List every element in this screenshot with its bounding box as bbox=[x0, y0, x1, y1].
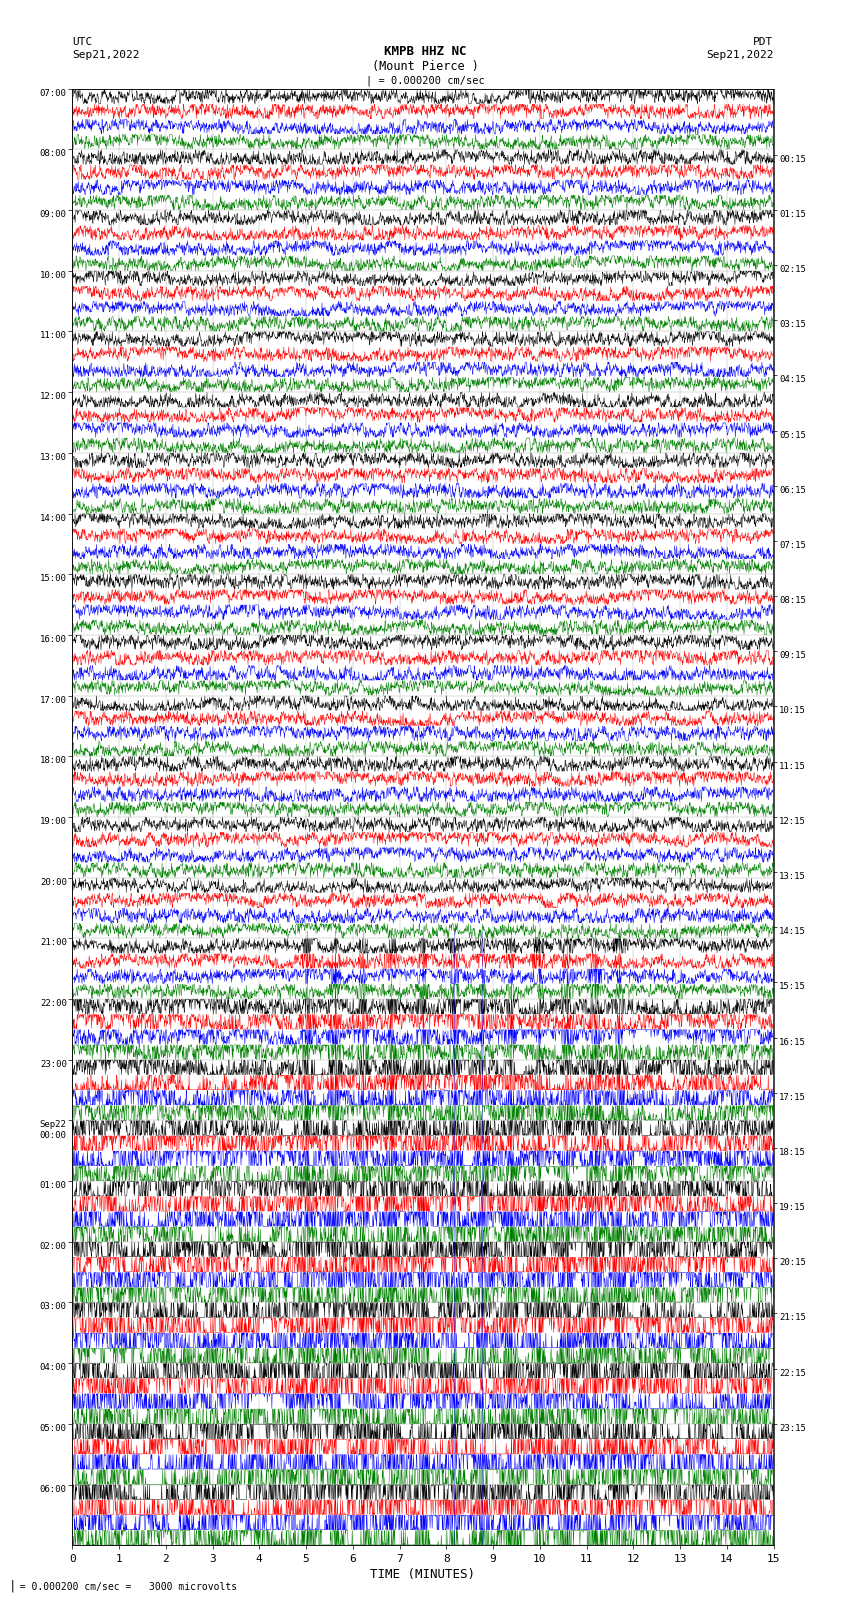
Text: Sep21,2022: Sep21,2022 bbox=[706, 50, 774, 60]
Text: PDT: PDT bbox=[753, 37, 774, 47]
Text: UTC: UTC bbox=[72, 37, 93, 47]
Text: = 0.000200 cm/sec =   3000 microvolts: = 0.000200 cm/sec = 3000 microvolts bbox=[8, 1582, 238, 1592]
Text: (Mount Pierce ): (Mount Pierce ) bbox=[371, 60, 479, 73]
Text: | = 0.000200 cm/sec: | = 0.000200 cm/sec bbox=[366, 76, 484, 87]
Text: |: | bbox=[8, 1579, 16, 1592]
Text: Sep21,2022: Sep21,2022 bbox=[72, 50, 139, 60]
X-axis label: TIME (MINUTES): TIME (MINUTES) bbox=[371, 1568, 475, 1581]
Text: KMPB HHZ NC: KMPB HHZ NC bbox=[383, 45, 467, 58]
